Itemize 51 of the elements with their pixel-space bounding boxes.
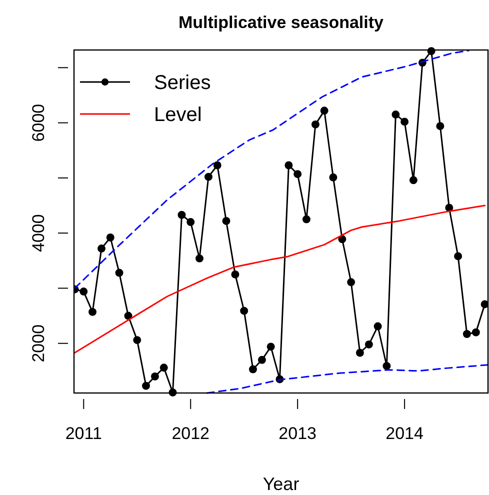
point (392, 110, 400, 118)
point (178, 210, 186, 219)
point (231, 270, 240, 278)
point (133, 336, 142, 344)
point (374, 322, 382, 330)
point (409, 176, 418, 184)
x-tick-label: 2014 (386, 424, 424, 444)
point (204, 172, 212, 181)
line-series (74, 204, 486, 354)
point (462, 330, 471, 338)
point (329, 173, 338, 182)
point (311, 120, 320, 128)
point (98, 244, 106, 252)
point (364, 340, 373, 348)
point (472, 328, 480, 336)
point (302, 215, 310, 224)
x-tick-label: 2011 (65, 424, 102, 444)
point (150, 372, 159, 380)
point (400, 118, 409, 126)
point (294, 170, 302, 178)
point (480, 300, 488, 308)
y-tick-label: 6000 (29, 104, 48, 142)
point (356, 348, 364, 357)
point (186, 218, 195, 226)
point (142, 382, 150, 390)
point (284, 161, 293, 170)
point (88, 308, 96, 316)
chart-title: Multiplicative seasonality (178, 13, 384, 32)
point (436, 122, 444, 130)
point (213, 161, 222, 170)
point (347, 278, 356, 286)
x-tick-label: 2012 (172, 424, 210, 444)
point (320, 106, 328, 115)
point (106, 234, 114, 242)
x-tick-label: 2013 (278, 424, 316, 444)
point (266, 342, 275, 351)
point (248, 365, 257, 374)
x-axis-title: Year (262, 474, 300, 494)
legend-label: Level (154, 104, 202, 126)
point (160, 364, 168, 372)
legend-label: Series (154, 72, 211, 94)
point (115, 268, 124, 277)
point (454, 252, 462, 260)
point (258, 356, 266, 364)
point (382, 362, 391, 370)
point (195, 254, 204, 262)
point (240, 306, 248, 315)
y-tick-label: 2000 (29, 324, 48, 362)
point (80, 288, 88, 296)
point (222, 216, 230, 225)
y-tick-label: 4000 (29, 214, 48, 252)
